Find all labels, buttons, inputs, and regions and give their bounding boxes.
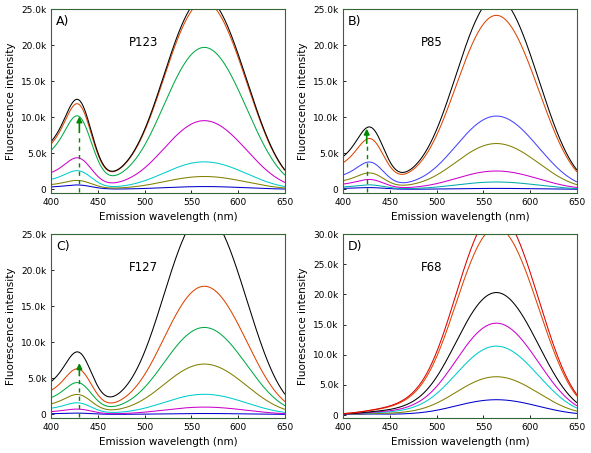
X-axis label: Emission wavelength (nm): Emission wavelength (nm)	[99, 438, 238, 448]
Text: D): D)	[348, 240, 362, 253]
Text: C): C)	[56, 240, 70, 253]
Y-axis label: Fluorescence intensity: Fluorescence intensity	[5, 42, 15, 160]
Text: B): B)	[348, 14, 362, 28]
X-axis label: Emission wavelength (nm): Emission wavelength (nm)	[99, 212, 238, 222]
Text: F68: F68	[420, 261, 442, 274]
Y-axis label: Fluorescence intensity: Fluorescence intensity	[5, 267, 15, 385]
Y-axis label: Fluorescence intensity: Fluorescence intensity	[298, 267, 307, 385]
Text: A): A)	[56, 14, 69, 28]
Text: P85: P85	[420, 36, 442, 49]
Y-axis label: Fluorescence intensity: Fluorescence intensity	[298, 42, 307, 160]
Text: P123: P123	[128, 36, 158, 49]
X-axis label: Emission wavelength (nm): Emission wavelength (nm)	[391, 438, 530, 448]
X-axis label: Emission wavelength (nm): Emission wavelength (nm)	[391, 212, 530, 222]
Text: F127: F127	[128, 261, 158, 274]
